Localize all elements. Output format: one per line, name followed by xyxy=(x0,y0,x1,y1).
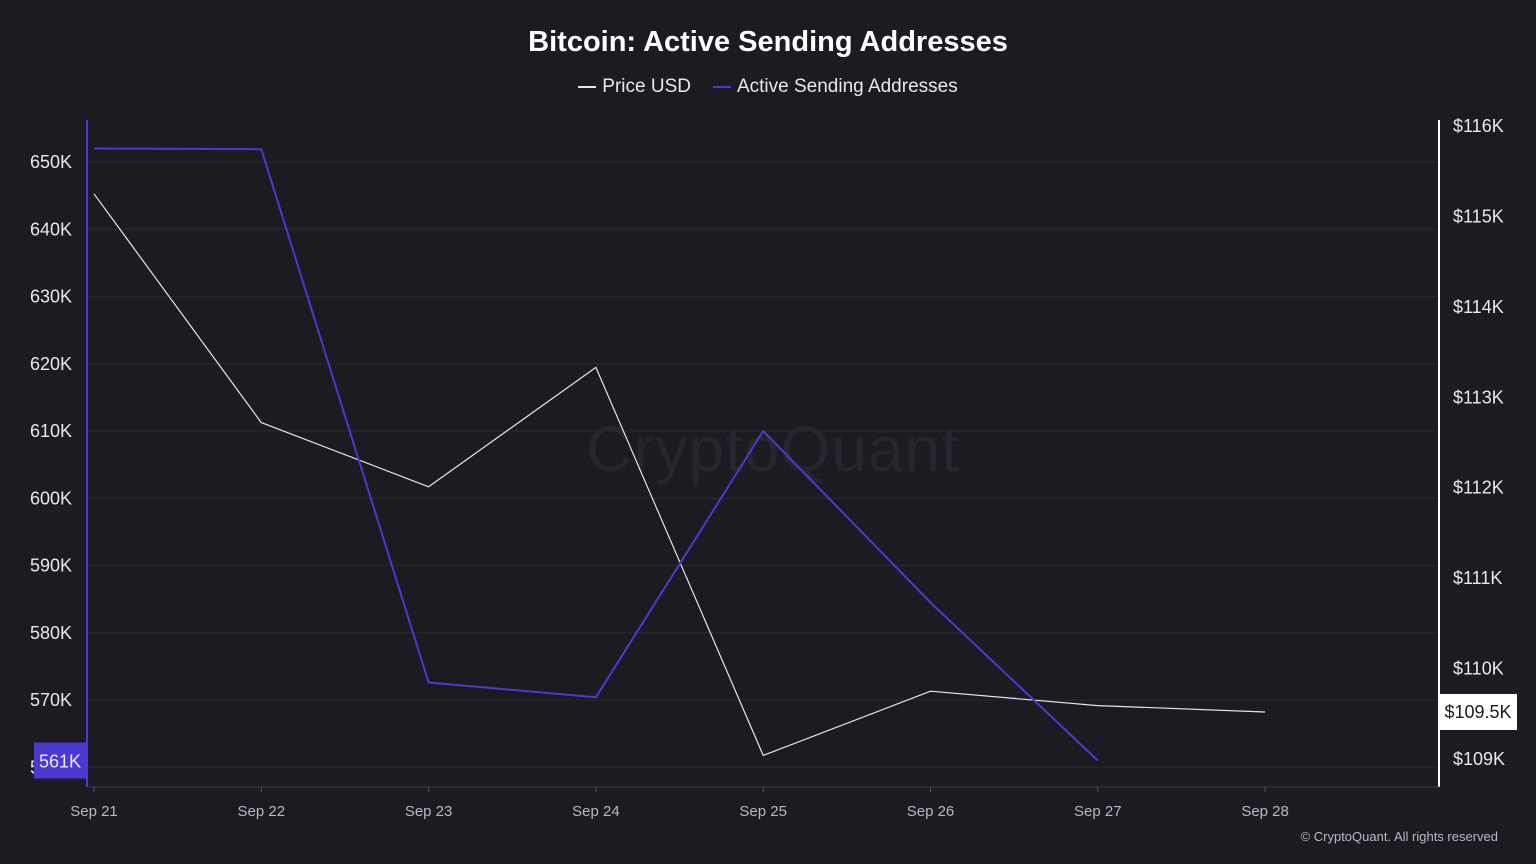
axes: 650K640K630K620K610K600K590K580K570K560K… xyxy=(30,116,1517,820)
x-axis-tick-label: Sep 27 xyxy=(1074,803,1122,820)
right-axis-tick-label: $111K xyxy=(1453,568,1502,588)
legend: Price USD Active Sending Addresses xyxy=(0,76,1536,98)
left-current-value-badge xyxy=(34,742,86,779)
left-axis-tick-label: 580K xyxy=(30,623,72,643)
grid-lines xyxy=(87,161,1439,768)
right-axis-tick-label: $115K xyxy=(1453,206,1504,226)
legend-item-price[interactable]: Price USD xyxy=(578,76,691,98)
x-axis-tick-label: Sep 26 xyxy=(907,803,955,820)
left-axis-tick-label: 620K xyxy=(30,354,72,374)
right-axis-tick-label: $110K xyxy=(1453,659,1504,679)
right-axis-tick-label: $116K xyxy=(1453,116,1504,136)
left-axis-tick-label: 590K xyxy=(30,556,72,576)
left-axis-tick-label: 610K xyxy=(30,421,72,441)
right-axis-tick-label: $109K xyxy=(1453,749,1505,769)
legend-swatch-addresses xyxy=(712,86,731,88)
active-sending-addresses-line xyxy=(93,147,1099,762)
legend-label-addresses: Active Sending Addresses xyxy=(736,76,958,97)
left-axis-tick-label: 640K xyxy=(30,219,72,239)
right-current-value-label: $109.5K xyxy=(1444,702,1511,722)
left-axis-tick-label: 650K xyxy=(30,152,72,172)
chart-title: Bitcoin: Active Sending Addresses xyxy=(528,26,1008,58)
price-usd-line xyxy=(93,193,1266,757)
legend-swatch-price xyxy=(578,86,597,88)
left-current-value-label: 561K xyxy=(39,752,81,772)
copyright-text: © CryptoQuant. All rights reserved xyxy=(1300,829,1498,844)
x-axis-tick-label: Sep 21 xyxy=(70,803,118,820)
x-axis-tick-label: Sep 24 xyxy=(572,803,620,820)
x-axis-tick-label: Sep 23 xyxy=(405,803,453,820)
right-axis-tick-label: $114K xyxy=(1453,297,1504,317)
watermark: CryptoQuant xyxy=(586,413,960,485)
right-current-value-badge xyxy=(1439,693,1517,730)
left-axis-tick-label: 630K xyxy=(30,287,72,307)
right-axis-tick-label: $113K xyxy=(1453,387,1504,407)
left-axis-tick-label: 600K xyxy=(30,488,72,508)
legend-label-price: Price USD xyxy=(602,76,691,97)
x-axis-tick-label: Sep 28 xyxy=(1241,803,1289,820)
series-lines xyxy=(93,147,1266,762)
x-axis-tick-label: Sep 22 xyxy=(238,803,286,820)
legend-item-addresses[interactable]: Active Sending Addresses xyxy=(712,76,958,98)
x-axis-tick-label: Sep 25 xyxy=(739,803,787,820)
right-axis-tick-label: $112K xyxy=(1453,478,1504,498)
left-axis-tick-label: 570K xyxy=(30,690,72,710)
